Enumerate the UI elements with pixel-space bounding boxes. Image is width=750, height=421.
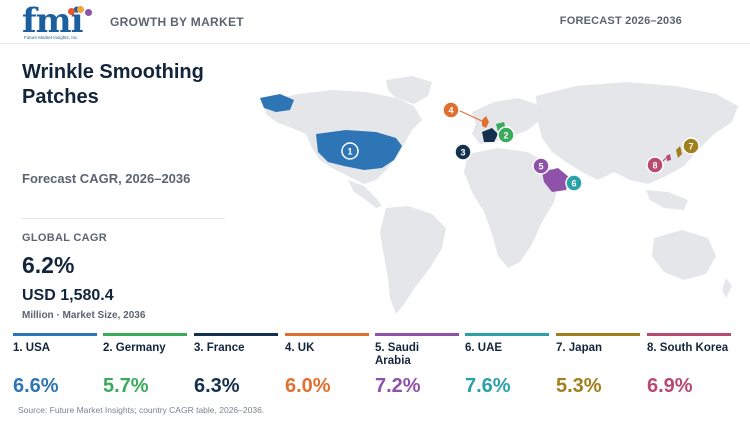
country-card-france[interactable]: 3. France 6.3%: [190, 333, 278, 403]
continents: [264, 76, 738, 314]
header: fmi Future Market Insights, Inc. GROWTH …: [0, 0, 750, 44]
country-card-cagr: 5.3%: [556, 375, 602, 397]
country-card-name: 7. Japan: [556, 342, 603, 354]
country-card-uk[interactable]: 4. UK 6.0%: [281, 333, 369, 403]
country-card-uae[interactable]: 6. UAE 7.6%: [461, 333, 549, 403]
header-forecast-label: FORECAST 2026–2036: [559, 15, 682, 27]
country-card-japan[interactable]: 7. Japan 5.3%: [552, 333, 640, 403]
fmi-logo[interactable]: fmi Future Market Insights, Inc.: [22, 4, 94, 42]
greenland-shape: [386, 76, 432, 104]
alaska-highlight[interactable]: [260, 94, 294, 112]
page-title: Wrinkle Smoothing Patches: [22, 61, 204, 108]
uk-highlight[interactable]: [482, 116, 489, 128]
country-card-name: 2. Germany: [103, 342, 166, 354]
asia-shape: [536, 82, 738, 184]
forecast-subtitle: Forecast CAGR, 2026–2036: [22, 171, 191, 186]
country-card-accent: [556, 333, 640, 336]
uk-leader-line: [457, 109, 485, 123]
country-card-name: 6. UAE: [465, 342, 503, 354]
market-size-value: USD 1,580.4: [22, 287, 114, 304]
country-cards: 1. USA 6.6% 2. Germany 5.7% 3. France 6.…: [9, 333, 745, 403]
country-card-accent: [285, 333, 369, 336]
marker-usa[interactable]: 1: [341, 142, 359, 160]
marker-france-label: 3: [460, 148, 465, 158]
usa-highlight[interactable]: [316, 130, 402, 170]
new-zealand-shape: [722, 278, 732, 298]
world-map: 1 2 3 4 5 6 7 8: [236, 72, 746, 334]
country-card-accent: [103, 333, 187, 336]
marker-france[interactable]: 3: [454, 143, 472, 161]
global-cagr-value: 6.2%: [22, 252, 75, 278]
country-card-cagr: 6.0%: [285, 375, 331, 397]
country-card-saudi-arabia[interactable]: 5. Saudi Arabia 7.2%: [371, 333, 459, 403]
country-card-name: 3. France: [194, 342, 245, 354]
country-card-accent: [465, 333, 549, 336]
country-card-cagr: 7.2%: [375, 375, 421, 397]
country-card-accent: [194, 333, 278, 336]
marker-south-korea-label: 8: [652, 161, 657, 171]
country-card-name: 8. South Korea: [647, 342, 729, 354]
country-card-cagr: 6.6%: [13, 375, 59, 397]
marker-uk[interactable]: 4: [442, 101, 460, 119]
australia-shape: [652, 230, 716, 280]
country-card-cagr: 7.6%: [465, 375, 511, 397]
marker-germany-label: 2: [503, 131, 508, 141]
country-card-germany[interactable]: 2. Germany 5.7%: [99, 333, 187, 403]
country-card-south-korea[interactable]: 8. South Korea 6.9%: [643, 333, 731, 403]
divider: [22, 218, 225, 219]
marker-uae[interactable]: 6: [565, 174, 583, 192]
marker-uk-label: 4: [448, 106, 453, 116]
africa-shape: [464, 148, 560, 268]
global-cagr-label: GLOBAL CAGR: [22, 232, 107, 244]
country-card-cagr: 6.3%: [194, 375, 240, 397]
country-card-cagr: 5.7%: [103, 375, 149, 397]
country-card-name: 4. UK: [285, 342, 315, 354]
marker-japan-label: 7: [688, 142, 693, 152]
header-section-label: GROWTH BY MARKET: [110, 15, 244, 29]
marker-saudi-arabia[interactable]: 5: [532, 157, 550, 175]
southeast-asia-shape: [646, 190, 688, 210]
country-card-accent: [375, 333, 459, 336]
marker-saudi-arabia-label: 5: [538, 162, 543, 172]
country-card-accent: [647, 333, 731, 336]
marker-uae-label: 6: [571, 179, 576, 189]
source-note: Source: Future Market Insights; country …: [18, 405, 265, 415]
france-highlight[interactable]: [482, 128, 498, 142]
market-size-label: Million · Market Size, 2036: [22, 310, 146, 321]
saudi-arabia-highlight[interactable]: [542, 168, 570, 192]
logo-subtext: Future Market Insights, Inc.: [24, 35, 79, 40]
country-card-usa[interactable]: 1. USA 6.6%: [9, 333, 97, 403]
marker-south-korea[interactable]: 8: [646, 156, 664, 174]
south-korea-highlight[interactable]: [666, 154, 671, 161]
country-card-name: 1. USA: [13, 342, 51, 354]
marker-usa-label: 1: [347, 147, 352, 157]
world-map-svg: 1 2 3 4 5 6 7 8: [260, 76, 738, 314]
marker-japan[interactable]: 7: [682, 137, 700, 155]
country-card-accent: [13, 333, 97, 336]
country-card-cagr: 6.9%: [647, 375, 693, 397]
south-america-shape: [380, 206, 446, 314]
country-card-name: 5. Saudi Arabia: [375, 342, 420, 367]
central-america-shape: [348, 180, 382, 208]
marker-germany[interactable]: 2: [497, 126, 515, 144]
